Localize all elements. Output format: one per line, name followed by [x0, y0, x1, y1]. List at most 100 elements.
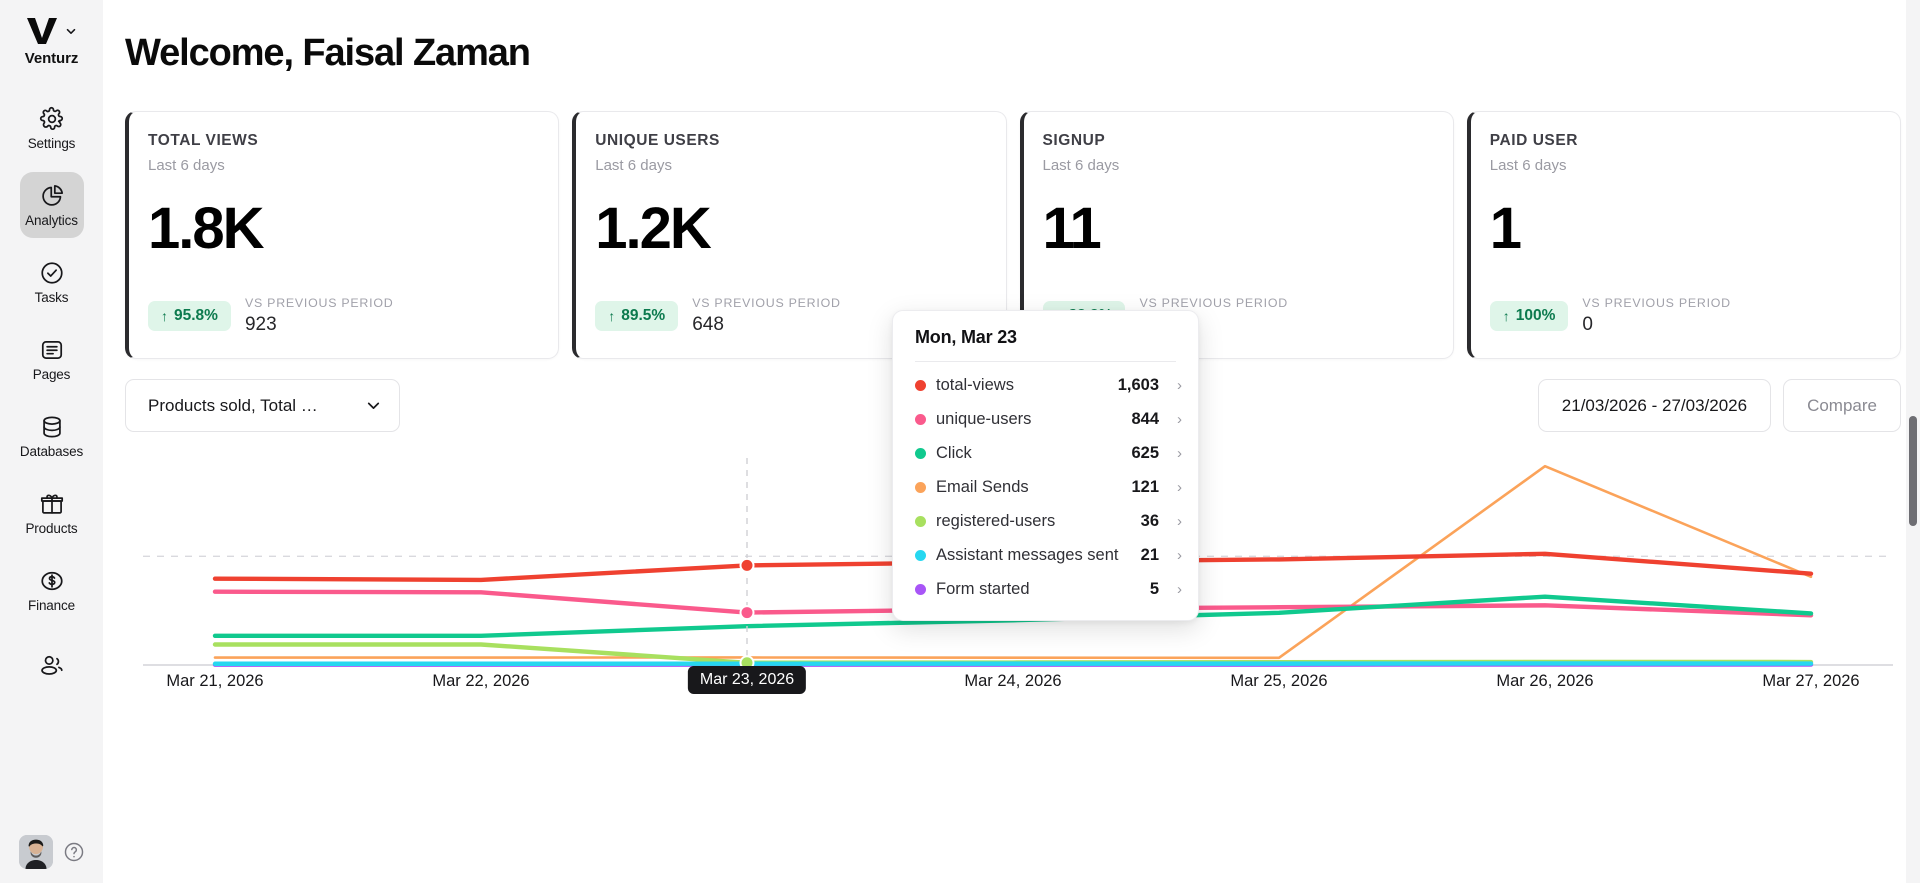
status-badge: ↑ 95.8% [148, 300, 231, 331]
avatar[interactable] [18, 835, 53, 869]
chevron-right-icon[interactable]: › [1177, 512, 1182, 530]
brand-block[interactable]: Venturz [0, 16, 103, 67]
x-axis-label: Mar 21, 2026 [166, 672, 264, 690]
sidebar-item-tasks[interactable]: Tasks [20, 249, 84, 315]
kpi-title: SIGNUP [1042, 132, 1106, 149]
series-name: Click [936, 443, 972, 462]
sidebar-item-label: Databases [19, 443, 84, 459]
kpi-card-total-views[interactable]: TOTAL VIEWS Last 6 days 1.8K ↑ 95.8% VS … [125, 111, 560, 359]
page-lines-icon [39, 337, 65, 363]
sidebar-item-finance[interactable]: Finance [20, 557, 84, 623]
sidebar-item-label: Settings [27, 135, 76, 151]
series-color-dot [915, 447, 926, 459]
kpi-prev-label: VS PREVIOUS PERIOD [1582, 296, 1731, 311]
chart-series-line[interactable] [212, 642, 1814, 665]
series-value: 1,603 [1117, 375, 1159, 394]
metric-select[interactable]: Products sold, Total … [125, 379, 400, 432]
compare-label: Compare [1807, 395, 1877, 415]
chart-toolbar: Products sold, Total … 21/03/2026 - 27/0… [125, 379, 1901, 432]
chart-data-point[interactable] [739, 605, 755, 621]
chevron-right-icon[interactable]: › [1177, 478, 1182, 496]
gift-icon [39, 491, 65, 517]
kpi-prev-label: VS PREVIOUS PERIOD [244, 296, 394, 311]
series-color-dot [915, 413, 926, 425]
vertical-scrollbar-track[interactable] [1906, 0, 1920, 883]
tooltip-row[interactable]: Click 625 › [893, 436, 1198, 470]
sidebar-item-settings[interactable]: Settings [20, 95, 84, 161]
tooltip-rows: total-views 1,603 › unique-users 844 › Click 62… [893, 368, 1198, 606]
tooltip-row[interactable]: Email Sends 121 › [893, 470, 1198, 504]
arrow-up-icon: ↑ [608, 307, 616, 324]
chevron-right-icon[interactable]: › [1177, 580, 1182, 598]
sidebar: Venturz Settings A [0, 0, 103, 883]
kpi-title: UNIQUE USERS [595, 132, 720, 149]
kpi-period: Last 6 days [148, 157, 225, 174]
chart-canvas [143, 458, 1893, 671]
chevron-down-icon [365, 397, 382, 414]
tooltip-row[interactable]: Form started 5 › [893, 572, 1198, 606]
series-name: unique-users [936, 409, 1032, 428]
compare-button[interactable]: Compare [1783, 379, 1901, 432]
kpi-title: TOTAL VIEWS [148, 132, 259, 149]
kpi-prev-label: VS PREVIOUS PERIOD [1139, 296, 1288, 311]
tooltip-divider [915, 361, 1176, 362]
chart-series-line[interactable] [213, 464, 1813, 660]
kpi-value: 1 [1489, 196, 1522, 261]
vertical-scrollbar-thumb[interactable] [1909, 416, 1917, 526]
arrow-up-icon: ↑ [161, 307, 168, 324]
tooltip-row[interactable]: Assistant messages sent 21 › [893, 538, 1198, 572]
series-color-dot [915, 549, 926, 561]
series-color-dot [915, 515, 926, 527]
chevron-right-icon[interactable]: › [1177, 376, 1182, 394]
sidebar-item-label: Pages [32, 366, 71, 382]
series-color-dot [915, 379, 926, 391]
chevron-right-icon[interactable]: › [1177, 444, 1182, 462]
series-name: total-views [936, 375, 1014, 394]
kpi-delta: 100% [1515, 306, 1556, 324]
kpi-prev-value: 0 [1582, 314, 1593, 335]
kpi-value: 1.8K [148, 196, 265, 261]
sidebar-item-pages[interactable]: Pages [20, 326, 84, 392]
x-axis-label: Mar 24, 2026 [964, 672, 1062, 690]
series-name: Email Sends [936, 477, 1029, 496]
page-title: Welcome, Faisal Zaman [125, 32, 531, 74]
kpi-prev-value: 648 [692, 314, 724, 335]
tooltip-row[interactable]: registered-users 36 › [893, 504, 1198, 538]
kpi-title: PAID USER [1489, 132, 1578, 149]
x-axis-label: Mar 25, 2026 [1230, 672, 1328, 690]
chevron-right-icon[interactable]: › [1177, 410, 1182, 428]
brand-name: Venturz [24, 50, 79, 67]
date-range-picker[interactable]: 21/03/2026 - 27/03/2026 [1537, 379, 1772, 432]
sidebar-item-label: Products [25, 520, 78, 536]
sidebar-item-products[interactable]: Products [20, 480, 84, 546]
kpi-card-paid-user[interactable]: PAID USER Last 6 days 1 ↑ 100% VS PREVIO… [1466, 111, 1901, 359]
users-icon [39, 652, 65, 678]
help-circle-icon[interactable] [63, 841, 85, 863]
kpi-value: 11 [1042, 196, 1102, 261]
x-axis-label-active: Mar 23, 2026 [687, 666, 807, 694]
kpi-prev-label: VS PREVIOUS PERIOD [692, 296, 841, 311]
tooltip-row[interactable]: unique-users 844 › [893, 402, 1198, 436]
metric-select-label: Products sold, Total … [148, 395, 318, 415]
sidebar-item-users[interactable] [20, 634, 84, 700]
tooltip-title: Mon, Mar 23 [915, 327, 1017, 347]
kpi-period: Last 6 days [1042, 157, 1120, 174]
sidebar-item-label: Analytics [25, 212, 78, 228]
venturz-logo-icon [25, 16, 59, 46]
gear-icon [39, 106, 65, 132]
sidebar-item-analytics[interactable]: Analytics [19, 172, 84, 238]
pie-chart-icon [39, 183, 65, 209]
series-color-dot [915, 583, 926, 595]
series-color-dot [915, 481, 926, 493]
tooltip-row[interactable]: total-views 1,603 › [893, 368, 1198, 402]
kpi-value: 1.2K [595, 196, 712, 261]
kpi-period: Last 6 days [595, 157, 672, 174]
chevron-down-icon[interactable] [64, 24, 78, 38]
x-axis-label: Mar 26, 2026 [1496, 672, 1594, 690]
chart-data-point[interactable] [739, 557, 755, 573]
chevron-right-icon[interactable]: › [1177, 546, 1182, 564]
series-value: 625 [1131, 443, 1159, 462]
x-axis-label: Mar 27, 2026 [1762, 672, 1860, 690]
sidebar-item-databases[interactable]: Databases [20, 403, 84, 469]
line-chart[interactable] [125, 448, 1901, 688]
